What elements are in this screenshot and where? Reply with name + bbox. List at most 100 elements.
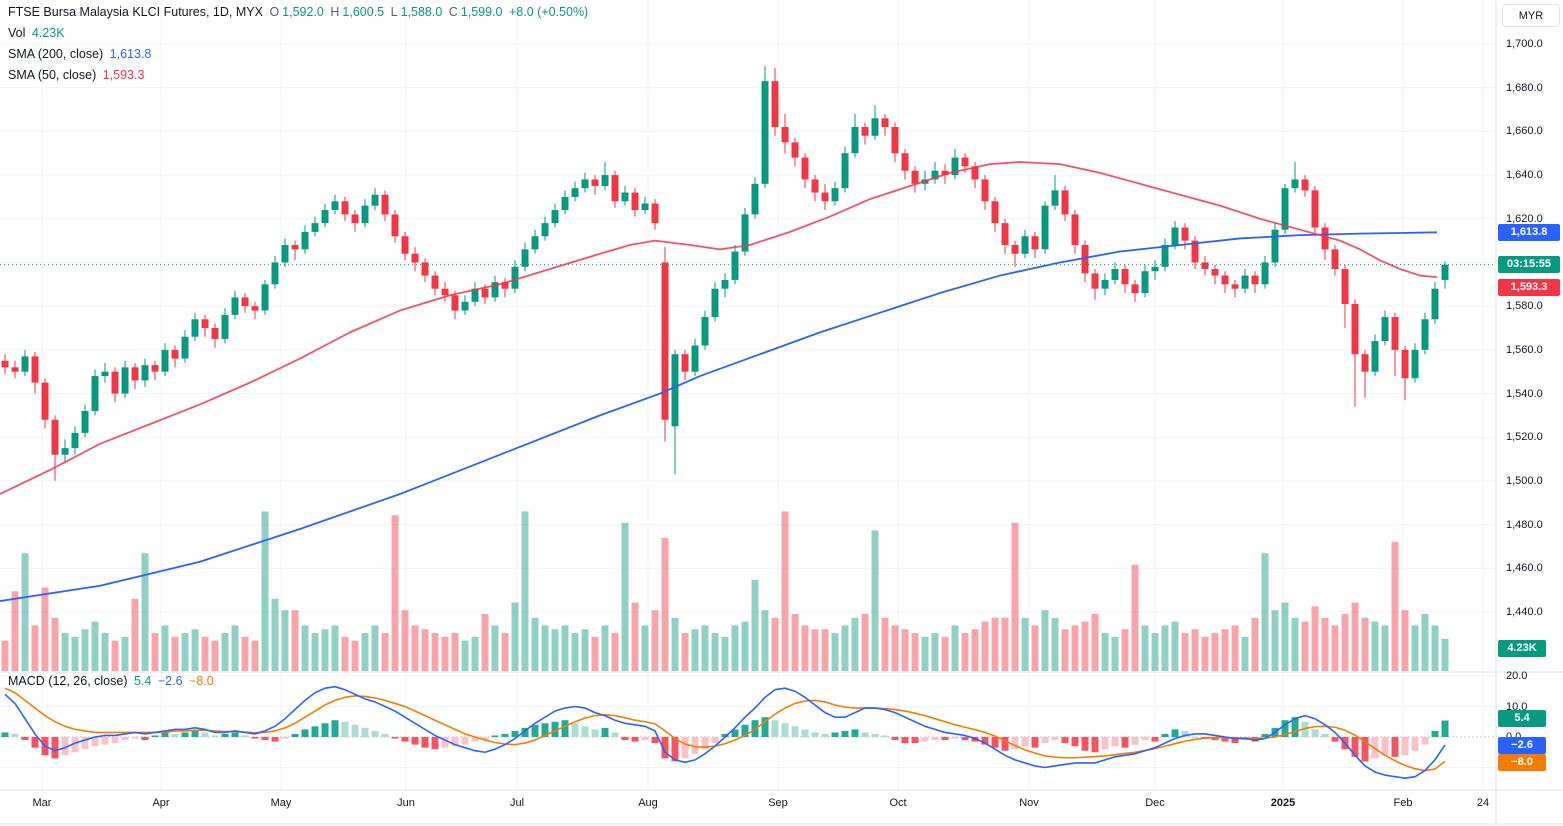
volume-bar <box>61 633 69 671</box>
volume-legend[interactable]: Vol 4.23K <box>8 26 68 40</box>
candle-body <box>561 196 569 211</box>
volume-bar <box>701 625 709 671</box>
volume-bar <box>1401 610 1409 671</box>
volume-bar <box>181 633 189 671</box>
candle-body <box>541 223 549 237</box>
volume-bar <box>161 625 169 671</box>
time-tick-label: May <box>270 797 292 809</box>
volume-bar <box>541 625 549 671</box>
volume-bar <box>931 633 939 671</box>
candle-body <box>431 275 439 289</box>
macd-histogram-bar <box>411 737 419 745</box>
candle-body <box>411 253 419 263</box>
candle-body <box>961 157 969 167</box>
macd-histogram-bar <box>1091 737 1099 753</box>
macd-histogram-bar <box>1411 737 1419 751</box>
candle-body <box>51 419 59 455</box>
macd-histogram-bar <box>271 737 279 742</box>
volume-bar <box>121 636 129 671</box>
candle-body <box>371 194 379 206</box>
volume-bar <box>941 636 949 671</box>
candle-body <box>821 192 829 202</box>
volume-bar <box>101 633 109 671</box>
candle-body <box>1 360 9 368</box>
macd-legend[interactable]: MACD (12, 26, close) 5.4 −2.6 −8.0 <box>8 674 217 688</box>
price-tick-label: 1,500.0 <box>1506 474 1543 487</box>
symbol-legend[interactable]: FTSE Bursa Malaysia KLCI Futures, 1D, MY… <box>8 5 591 19</box>
macd-histogram-bar <box>721 733 729 737</box>
candle-body <box>1161 244 1169 267</box>
candle-body <box>861 127 869 136</box>
macd-histogram-bar <box>1351 737 1359 757</box>
volume-bar <box>91 621 99 671</box>
sma50-legend[interactable]: SMA (50, close) 1,593.3 <box>8 68 147 82</box>
volume-bar <box>431 633 439 671</box>
sma200-legend[interactable]: SMA (200, close) 1,613.8 <box>8 47 154 61</box>
price-tick-label: 1,460.0 <box>1506 562 1543 575</box>
macd-histogram-bar <box>431 737 439 750</box>
macd-histogram-bar <box>541 723 549 737</box>
macd-histogram-bar <box>251 737 259 739</box>
sma50-label: SMA (50, close) <box>8 68 97 82</box>
change-value: +8.0 (+0.50%) <box>509 5 589 19</box>
volume-bar <box>1421 614 1429 671</box>
ohlc-open-label: O <box>269 5 280 19</box>
candle-body <box>181 336 189 359</box>
volume-bar <box>361 633 369 671</box>
macd-histogram-bar <box>951 737 959 739</box>
candle-body <box>1021 236 1029 254</box>
volume-bar <box>481 614 489 671</box>
macd-hist-badge: 5.4 <box>1498 710 1546 727</box>
volume-bar <box>1051 617 1059 671</box>
macd-histogram-bar <box>1081 737 1089 751</box>
macd-histogram-bar <box>571 723 579 737</box>
currency-button[interactable]: MYR <box>1502 4 1560 27</box>
macd-histogram-bar <box>111 737 119 744</box>
volume-bar <box>911 633 919 671</box>
macd-histogram-bar <box>711 737 719 744</box>
candle-body <box>1001 223 1009 245</box>
candle-body <box>891 127 899 154</box>
candle-body <box>211 327 219 339</box>
ohlc-open-value: 1,592.0 <box>282 5 324 19</box>
candle-body <box>1351 303 1359 355</box>
candle-body <box>231 297 239 315</box>
ohlc-low-label: L <box>390 5 398 19</box>
volume-bar <box>571 633 579 671</box>
volume-bar <box>721 636 729 671</box>
volume-bar <box>691 629 699 671</box>
volume-bar <box>421 629 429 671</box>
macd-histogram-bar <box>1211 737 1219 741</box>
macd-histogram-bar <box>551 721 559 737</box>
candle-body <box>191 319 199 337</box>
price-tick-label: 1,620.0 <box>1506 212 1543 225</box>
volume-bar <box>1391 541 1399 671</box>
candle-body <box>401 236 409 254</box>
candle-body <box>1171 227 1179 245</box>
volume-bar <box>601 625 609 671</box>
price-tick-label: 1,480.0 <box>1506 518 1543 531</box>
volume-bar <box>251 640 259 671</box>
ohlc-high-value: 1,600.5 <box>342 5 385 19</box>
time-tick-label: 24 <box>1476 797 1490 809</box>
candle-body <box>971 166 979 180</box>
symbol-title: FTSE Bursa Malaysia KLCI Futures, 1D, MY… <box>8 5 263 19</box>
volume-bar <box>861 614 869 671</box>
volume-bar <box>1201 636 1209 671</box>
volume-bar <box>981 621 989 671</box>
volume-bar <box>851 617 859 671</box>
volume-bar <box>131 598 139 671</box>
volume-bar <box>381 633 389 671</box>
volume-bar <box>881 617 889 671</box>
macd-histogram-bar <box>131 737 139 739</box>
ohlc-low-value: 1,588.0 <box>400 5 443 19</box>
macd-histogram-bar <box>1061 737 1069 744</box>
macd-histogram-bar <box>1221 737 1229 742</box>
macd-histogram-bar <box>321 723 329 737</box>
macd-histogram-bar <box>1101 737 1109 750</box>
macd-histogram-bar <box>891 737 899 741</box>
macd-histogram-bar <box>1131 737 1139 745</box>
candle-body <box>1341 269 1349 304</box>
macd-histogram-bar <box>1431 730 1439 737</box>
